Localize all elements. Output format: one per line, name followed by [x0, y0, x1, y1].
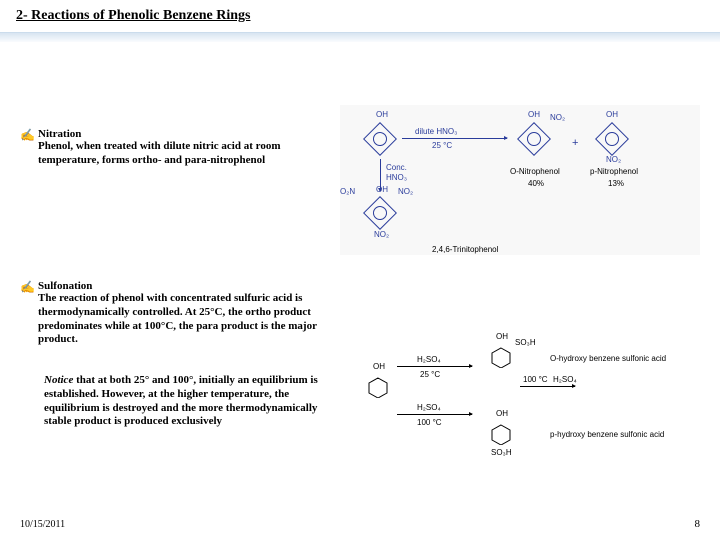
label-pnitro: p-Nitrophenol: [590, 167, 638, 176]
label-oh: OH: [606, 110, 618, 119]
arrow-icon: [520, 386, 575, 387]
label-reagent: dilute HNO₃: [415, 127, 457, 136]
benzene-icon: [367, 376, 389, 398]
benzene-icon: [490, 423, 512, 445]
diagram-nitration: OH dilute HNO₃ 25 °C OH NO₂ + OH NO₂ O-N…: [340, 105, 700, 255]
heading-sulfonation: Sulfonation: [38, 280, 323, 292]
arrow-icon: [397, 366, 472, 367]
heading-nitration: Nitration: [38, 128, 323, 140]
footer-page: 8: [695, 518, 701, 530]
label-temp: 25 °C: [432, 141, 452, 150]
label-oh: OH: [496, 409, 508, 418]
label-so3h: SO₃H: [515, 338, 536, 347]
page-title: 2- Reactions of Phenolic Benzene Rings: [16, 8, 250, 24]
label-h2so4: H₂SO₄: [417, 403, 441, 412]
label-no2: NO₂: [374, 230, 389, 239]
label-h2so4: H₂SO₄: [417, 355, 441, 364]
arrow-icon: [397, 414, 472, 415]
header-band: [0, 32, 720, 42]
label-plus: +: [572, 137, 578, 149]
label-100c: 100 °C: [417, 418, 442, 427]
benzene-icon: [490, 346, 512, 368]
label-phydroxy: p-hydroxy benzene sulfonic acid: [550, 430, 664, 439]
label-so3h: SO₃H: [491, 448, 512, 457]
label-oh: OH: [376, 110, 388, 119]
label-oh: OH: [496, 332, 508, 341]
label-oh: OH: [528, 110, 540, 119]
label-no2: NO₂: [606, 155, 621, 164]
arrow-icon: [402, 138, 507, 139]
label-25c: 25 °C: [420, 370, 440, 379]
label-conc: Conc.: [386, 163, 407, 172]
label-trinitro: 2,4,6-Trinitophenol: [432, 245, 498, 254]
label-no2: NO₂: [398, 187, 413, 196]
label-pct2: 13%: [608, 179, 624, 188]
label-hno3: HNO₃: [386, 173, 407, 182]
bullet-icon: ✍: [20, 280, 35, 295]
label-pct1: 40%: [528, 179, 544, 188]
label-oh: OH: [373, 362, 385, 371]
label-100c: 100 °C: [523, 375, 548, 384]
notice-rest: that at both 25° and 100°, initially an …: [44, 374, 318, 427]
body-nitration: Phenol, when treated with dilute nitric …: [38, 140, 323, 168]
body-sulfonation: The reaction of phenol with concentrated…: [38, 292, 323, 347]
bullet-icon: ✍: [20, 128, 35, 143]
footer-date: 10/15/2011: [20, 519, 65, 530]
label-h2so4: H₂SO₄: [553, 375, 577, 384]
label-o2n: O₂N: [340, 187, 355, 196]
label-ohydroxy: O-hydroxy benzene sulfonic acid: [550, 354, 666, 363]
label-onitro: O-Nitrophenol: [510, 167, 560, 176]
section-sulfonation: ✍ Sulfonation The reaction of phenol wit…: [20, 280, 323, 347]
diagram-sulfonation: OH H₂SO₄ 25 °C H₂SO₄ 100 °C OH SO₃H O-hy…: [355, 328, 700, 488]
notice-lead: Notice: [44, 374, 73, 386]
notice-sulfonation: Notice that at both 25° and 100°, initia…: [44, 374, 324, 429]
label-no2: NO₂: [550, 113, 565, 122]
label-oh: OH: [376, 185, 388, 194]
section-nitration: ✍ Nitration Phenol, when treated with di…: [20, 128, 323, 168]
